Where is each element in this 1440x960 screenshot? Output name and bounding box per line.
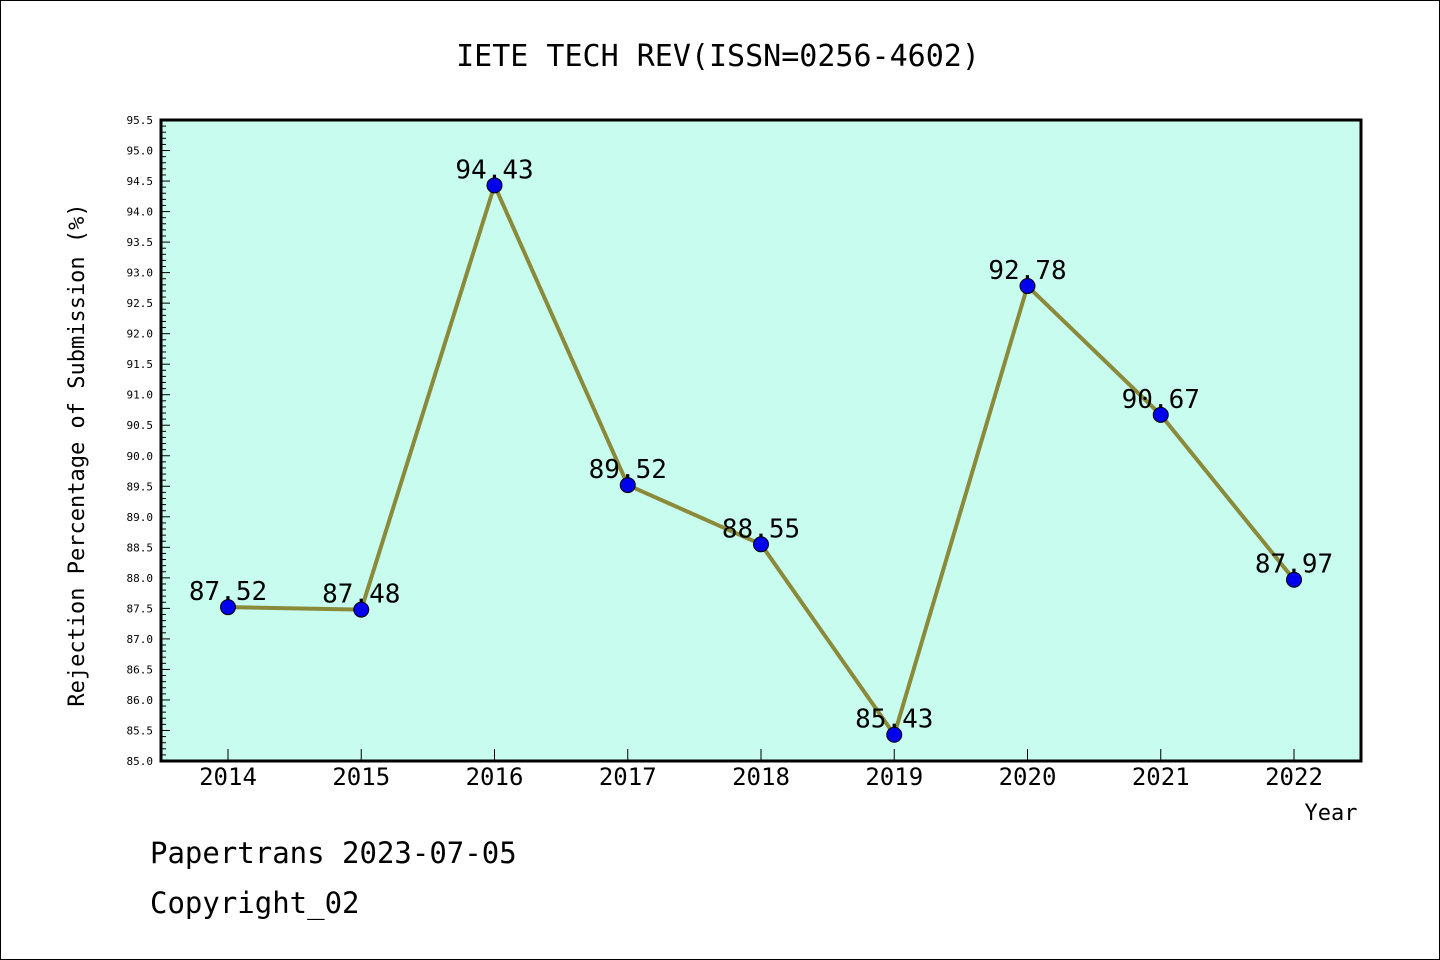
footer-copyright: Copyright_02	[150, 886, 360, 921]
y-tick-label: 86.0	[127, 694, 154, 707]
y-tick-label: 94.0	[127, 206, 154, 219]
y-tick-label: 91.5	[127, 358, 154, 371]
x-tick-label: 2015	[332, 763, 390, 791]
y-tick-label: 93.0	[127, 267, 154, 280]
plot-border	[159, 118, 1363, 763]
y-tick-label: 95.5	[127, 114, 154, 127]
data-label: 89.52	[589, 455, 667, 485]
data-label: 87.52	[189, 577, 267, 607]
data-point	[220, 599, 236, 616]
data-label: 87.97	[1255, 550, 1333, 580]
data-labels: 87.52 87.48 94.43 89.52 88.55 85.43 92.78 90.67…	[189, 155, 1333, 734]
chart-title: IETE TECH REV(ISSN=0256-4602)	[456, 39, 980, 74]
y-axis-label: Rejection Percentage of Submission (%)	[65, 203, 90, 706]
y-tick-label: 89.5	[127, 480, 154, 493]
x-tick-label: 2019	[865, 763, 923, 791]
data-point	[1019, 278, 1036, 295]
y-tick-label: 85.5	[127, 724, 154, 737]
y-tick-label: 91.0	[127, 389, 154, 402]
data-point	[1152, 406, 1169, 423]
y-tick-label: 88.0	[127, 572, 154, 585]
x-tick-label: 2018	[732, 763, 790, 791]
data-label: 92.78	[988, 256, 1066, 286]
y-axis-ticks: 85.0 85.5 86.0 86.5 87.0 87.5 88.0 88.5 89.0 89.5…	[127, 114, 170, 768]
x-tick-label: 2020	[999, 763, 1057, 791]
data-label: 85.43	[855, 705, 933, 735]
y-tick-label: 86.5	[127, 663, 154, 676]
data-point	[353, 601, 370, 618]
x-tick-label: 2016	[466, 763, 524, 791]
y-tick-label: 87.5	[127, 602, 154, 615]
y-tick-label: 85.0	[127, 755, 154, 768]
x-axis-ticks: 2014 2015 2016 2017 2018 2019 2020 2021 2022	[199, 749, 1323, 791]
y-tick-label: 89.0	[127, 511, 154, 524]
data-points	[220, 177, 1302, 743]
x-tick-label: 2022	[1265, 763, 1323, 791]
y-tick-label: 90.5	[127, 419, 154, 432]
y-tick-label: 90.0	[127, 450, 154, 463]
footer-date: Papertrans 2023-07-05	[150, 836, 517, 870]
y-tick-label: 88.5	[127, 541, 154, 554]
data-point	[619, 477, 636, 494]
data-label: 90.67	[1122, 385, 1200, 415]
data-point	[1286, 571, 1302, 588]
y-tick-label: 93.5	[127, 236, 154, 249]
data-label: 87.48	[322, 580, 400, 610]
y-tick-label: 87.0	[127, 633, 154, 646]
data-label: 94.43	[455, 155, 533, 185]
data-label: 88.55	[722, 514, 800, 544]
y-tick-label: 92.0	[127, 328, 154, 341]
data-point	[486, 177, 503, 194]
x-tick-label: 2017	[599, 763, 657, 791]
data-point	[753, 536, 769, 553]
y-tick-label: 95.0	[127, 145, 154, 158]
x-axis-label: Year	[1305, 801, 1358, 826]
data-point	[886, 726, 903, 743]
plot-area	[161, 120, 1361, 761]
x-tick-label: 2021	[1132, 763, 1190, 791]
x-tick-label: 2014	[199, 763, 257, 791]
y-tick-label: 94.5	[127, 175, 154, 188]
y-tick-label: 92.5	[127, 297, 154, 310]
